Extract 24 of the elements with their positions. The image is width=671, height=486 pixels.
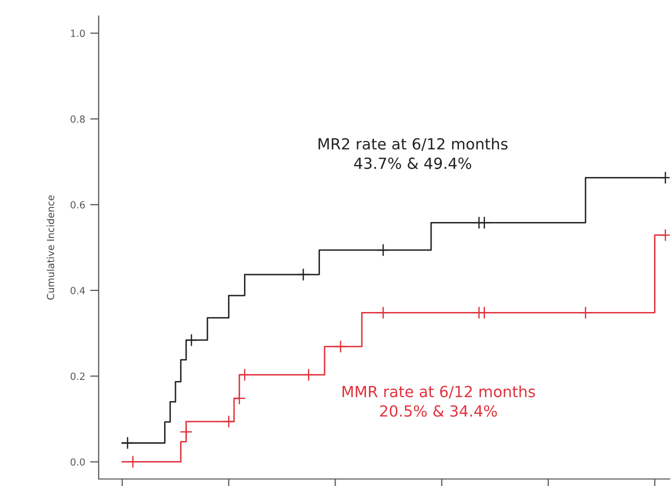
point <box>180 425 193 438</box>
point <box>126 455 140 468</box>
point <box>376 244 390 257</box>
annotation: MR2 rate at 6/12 months 43.7% & 49.4% <box>318 138 508 170</box>
point <box>334 340 347 353</box>
y-tick-label: 0.0 <box>70 458 85 466</box>
point <box>376 306 390 320</box>
y-tick-label: 0.4 <box>70 286 85 294</box>
point <box>232 392 246 405</box>
point <box>478 306 491 320</box>
point <box>222 415 236 428</box>
point <box>238 368 252 382</box>
point <box>658 171 670 184</box>
point <box>579 306 592 320</box>
annotation: MMR rate at 6/12 months 20.5% & 34.4% <box>342 386 535 417</box>
y-tick-label: 0.2 <box>70 372 84 380</box>
point <box>302 368 316 382</box>
y-tick-label: 0.8 <box>70 115 85 123</box>
point <box>478 216 491 230</box>
point <box>185 334 198 347</box>
y-tick-label: 1.0 <box>71 30 85 38</box>
point <box>296 268 310 281</box>
y-tick-label: 0.6 <box>70 201 85 208</box>
y-axis-title: Cumulative Incidence <box>46 195 54 300</box>
